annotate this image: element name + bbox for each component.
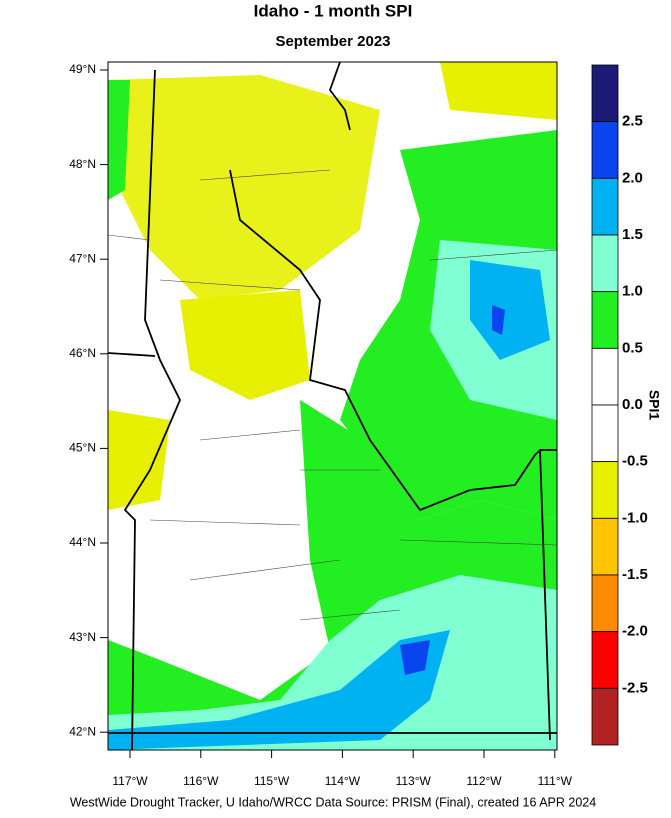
colorbar-swatch: [591, 64, 619, 123]
lat-label: 48°N: [69, 157, 96, 171]
colorbar-swatch: [591, 347, 619, 406]
colorbar-label: -2.0: [622, 623, 648, 640]
county-line: [107, 169, 558, 621]
lat-label: 44°N: [69, 535, 96, 549]
title: Idaho - 1 month SPI: [254, 1, 413, 20]
lon-label: 117°W: [112, 774, 148, 788]
lat-axis: 49°N 48°N 47°N 46°N 45°N 44°N 43°N 42°N: [69, 62, 108, 738]
colorbar-swatch: [591, 234, 619, 293]
footer: WestWide Drought Tracker, U Idaho/WRCC D…: [70, 795, 596, 809]
lat-label: 46°N: [69, 346, 96, 360]
lon-label: 113°W: [396, 774, 432, 788]
colorbar-label: 0.5: [622, 339, 643, 356]
lon-label: 116°W: [183, 774, 219, 788]
colorbar-label: 0.0: [622, 396, 643, 413]
colorbar-swatch: [591, 177, 619, 236]
dry-area: [108, 410, 170, 510]
colorbar-swatch: [591, 631, 619, 689]
colorbar-swatch: [591, 461, 619, 519]
colorbar-label: -0.5: [622, 453, 648, 470]
wet-area: [108, 80, 557, 520]
lat-label: 49°N: [69, 62, 96, 76]
subtitle: September 2023: [275, 33, 390, 50]
lat-label: 42°N: [69, 724, 96, 738]
colorbar-label: 2.0: [622, 169, 643, 186]
very-wet-area: [470, 260, 550, 360]
lon-label: 114°W: [325, 774, 361, 788]
lat-label: 47°N: [69, 251, 96, 265]
colorbar-label: 1.5: [622, 226, 643, 243]
map-frame: [107, 61, 558, 751]
colorbar-label: 1.0: [622, 283, 643, 300]
very-wet-area: [108, 630, 450, 750]
colorbar-label: 2.5: [622, 113, 643, 130]
map: [107, 61, 558, 751]
lat-label: 45°N: [69, 441, 96, 455]
colorbar-swatch: [591, 517, 619, 576]
colorbar-label: -1.5: [622, 566, 648, 583]
colorbar-label: -2.5: [622, 679, 648, 696]
colorbar-swatch: [591, 404, 619, 463]
colorbar: 2.5 2.0 1.5 1.0 0.5 0.0 -0.5 -1.0 -1.5 -2.0 -2.5: [591, 64, 648, 746]
lon-label: 115°W: [254, 774, 290, 788]
colorbar-swatch: [591, 687, 619, 746]
lat-label: 43°N: [69, 630, 96, 644]
lon-axis: 117°W 116°W 115°W 114°W 113°W 112°W 111°W: [112, 750, 573, 788]
colorbar-swatch: [591, 574, 619, 633]
lon-label: 112°W: [466, 774, 502, 788]
dry-area: [108, 75, 380, 300]
wetter-area: [108, 575, 557, 750]
dry-area: [440, 62, 557, 120]
lon-label: 111°W: [538, 774, 573, 788]
dry-area: [180, 290, 310, 400]
colorbar-label: -1.0: [622, 509, 648, 526]
colorbar-swatch: [591, 291, 619, 349]
colorbar-swatch: [591, 121, 619, 179]
state-border: [107, 61, 557, 751]
colorbar-title: SPI1: [646, 390, 662, 421]
